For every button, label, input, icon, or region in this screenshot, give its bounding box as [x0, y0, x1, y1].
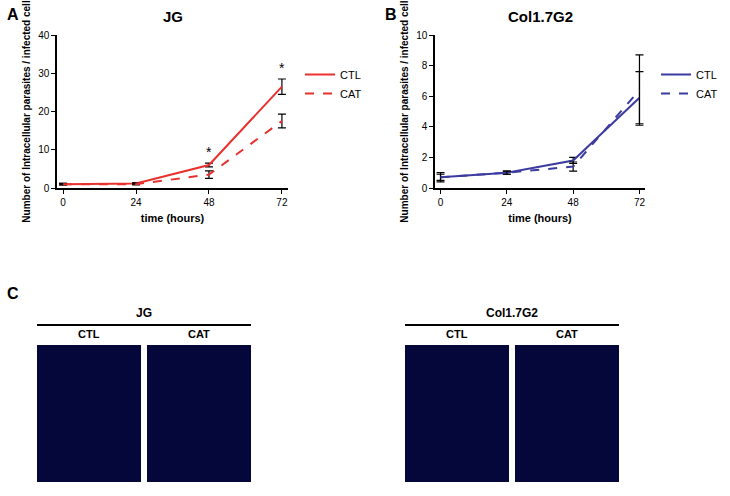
- svg-text:CTL: CTL: [340, 69, 361, 81]
- svg-text:30: 30: [38, 68, 50, 79]
- svg-text:B: B: [385, 6, 397, 23]
- svg-text:A: A: [7, 6, 19, 23]
- svg-text:CAT: CAT: [696, 88, 717, 100]
- svg-text:24: 24: [130, 197, 142, 208]
- svg-text:CAT: CAT: [188, 328, 210, 340]
- svg-text:Col1.7G2: Col1.7G2: [486, 306, 538, 320]
- svg-text:Number of Intracellular parasi: Number of Intracellular parasites / infe…: [399, 0, 410, 223]
- svg-text:CAT: CAT: [340, 88, 361, 100]
- svg-text:6: 6: [422, 91, 428, 102]
- svg-text:10: 10: [38, 144, 50, 155]
- svg-text:JG: JG: [163, 8, 183, 25]
- svg-text:40: 40: [38, 30, 50, 41]
- svg-text:0: 0: [438, 197, 444, 208]
- svg-text:CTL: CTL: [78, 328, 100, 340]
- svg-text:*: *: [279, 60, 285, 76]
- svg-text:10: 10: [416, 30, 428, 41]
- svg-text:JG: JG: [136, 306, 152, 320]
- svg-text:time (hours): time (hours): [508, 212, 572, 224]
- svg-text:Col1.7G2: Col1.7G2: [508, 8, 573, 25]
- svg-text:0: 0: [60, 197, 66, 208]
- svg-text:24: 24: [501, 197, 513, 208]
- svg-text:48: 48: [568, 197, 580, 208]
- svg-text:CTL: CTL: [446, 328, 468, 340]
- svg-text:72: 72: [276, 197, 288, 208]
- svg-text:C: C: [7, 285, 19, 302]
- svg-text:0: 0: [44, 183, 50, 194]
- svg-text:0: 0: [422, 183, 428, 194]
- svg-text:CTL: CTL: [696, 69, 717, 81]
- svg-text:48: 48: [203, 197, 215, 208]
- svg-text:*: *: [206, 144, 212, 160]
- svg-text:72: 72: [634, 197, 646, 208]
- svg-text:20: 20: [38, 106, 50, 117]
- svg-text:4: 4: [422, 121, 428, 132]
- svg-text:2: 2: [422, 152, 428, 163]
- svg-text:8: 8: [422, 60, 428, 71]
- svg-text:Number of Intracellular parasi: Number of Intracellular parasites / infe…: [21, 0, 32, 223]
- svg-text:time (hours): time (hours): [141, 212, 205, 224]
- svg-text:CAT: CAT: [556, 328, 578, 340]
